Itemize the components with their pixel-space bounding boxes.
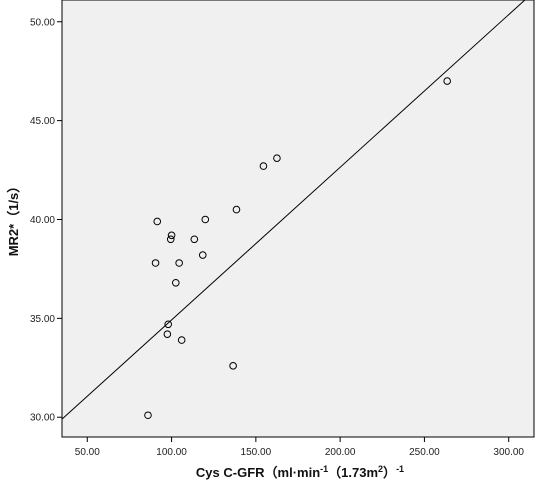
data-point <box>144 411 152 420</box>
fit-line <box>61 0 526 420</box>
data-point <box>175 259 183 267</box>
data-point <box>171 278 180 287</box>
data-point <box>201 215 210 224</box>
data-point <box>167 231 176 240</box>
y-tick-label: 30.00 <box>30 413 55 424</box>
data-point <box>443 77 451 85</box>
fit-line-group <box>61 0 526 420</box>
data-point <box>151 259 160 267</box>
plot-area <box>61 0 535 438</box>
x-tick-label: 300.00 <box>493 447 524 458</box>
data-point <box>177 336 186 344</box>
data-point <box>232 205 241 214</box>
y-axis-title: MR2*（1/s） <box>6 180 21 257</box>
data-point <box>153 217 162 226</box>
axis-ticks: 50.00 100.00 150.00 200.00 250.00 300.00 30.00… <box>30 17 524 458</box>
data-point <box>163 330 172 338</box>
x-tick-label: 100.00 <box>156 447 187 458</box>
data-point <box>190 235 199 244</box>
data-point <box>259 162 268 170</box>
data-point <box>273 154 281 162</box>
y-tick-label: 35.00 <box>30 314 55 325</box>
data-point <box>229 362 237 370</box>
data-point <box>166 235 175 244</box>
y-tick-label: 40.00 <box>30 215 55 226</box>
x-tick-label: 200.00 <box>325 447 356 458</box>
y-tick-label: 50.00 <box>30 17 55 28</box>
x-tick-label: 250.00 <box>409 447 440 458</box>
data-point <box>164 320 172 329</box>
y-tick-label: 45.00 <box>30 116 55 127</box>
x-axis-title: Cys C-GFR（ml·min-1（1.73m2）-1 <box>196 464 404 480</box>
data-point <box>198 251 207 259</box>
data-points <box>144 77 451 420</box>
x-tick-label: 150.00 <box>241 447 272 458</box>
x-tick-label: 50.00 <box>75 447 100 458</box>
